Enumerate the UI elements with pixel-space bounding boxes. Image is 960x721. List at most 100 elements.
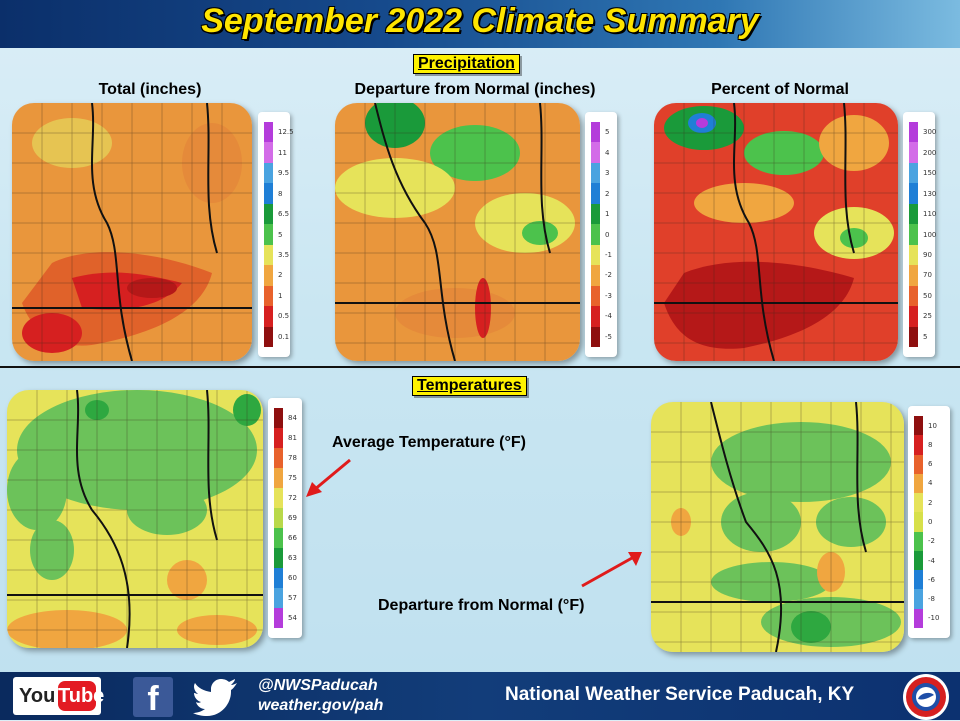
temp-departure-legend-color-swatch <box>914 435 923 455</box>
youtube-icon[interactable]: You Tube <box>13 677 104 715</box>
precip-total-legend-tick-label: 11 <box>278 148 287 157</box>
avg-temp-legend-color-swatch <box>274 408 283 428</box>
precip-total-legend-tick-label: 1 <box>278 291 283 300</box>
precip-percent-legend-color-swatch <box>909 326 918 347</box>
precip-departure-legend-tick-label: 1 <box>605 210 610 219</box>
precip-percent-legend-tick-label: 50 <box>923 291 932 300</box>
precip-percent-legend-color-swatch <box>909 122 918 143</box>
precip-total-legend-tick-label: 9.5 <box>278 169 290 178</box>
temp-departure-legend-color-swatch <box>914 493 923 513</box>
precip-percent-legend-tick-label: 130 <box>923 189 937 198</box>
temp-departure-legend-tick-label: -4 <box>928 556 935 565</box>
temp-departure-legend-tick-label: 2 <box>928 498 933 507</box>
precip-departure-legend-color-swatch <box>591 306 600 327</box>
avg-temp-legend-tick-label: 78 <box>288 454 297 462</box>
avg-temp-legend-color-swatch <box>274 448 283 468</box>
temp-departure-legend-tick-label: -10 <box>928 614 940 623</box>
precip-total-label: Total (inches) <box>98 81 202 98</box>
temp-departure-legend-color-swatch <box>914 531 923 551</box>
temp-departure-legend-tick-label: 6 <box>928 460 933 469</box>
precip-total-legend-color-swatch <box>264 285 273 307</box>
precip-departure-legend-color-swatch <box>591 326 600 347</box>
precip-percent-legend-tick-label: 25 <box>923 312 932 321</box>
precip-departure-legend-color-swatch <box>591 183 600 204</box>
precip-total-legend-tick-label: 3.5 <box>278 250 290 259</box>
precip-total-legend-color-swatch <box>264 122 273 143</box>
nws-seal-icon <box>903 674 949 720</box>
precip-percent-label: Percent of Normal <box>711 81 849 98</box>
temp-departure-legend-tick-label: 0 <box>928 518 933 526</box>
temperatures-section-label: Temperatures <box>412 376 527 396</box>
avg-temp-legend-tick-label: 66 <box>288 534 297 542</box>
avg-temp-legend-color-swatch <box>274 528 283 548</box>
temp-departure-legend-tick-label: -8 <box>928 595 935 604</box>
header-bar <box>0 0 960 48</box>
temp-departure-legend-color-swatch <box>914 416 923 436</box>
avg-temp-legend-color-swatch <box>274 548 283 568</box>
precip-total-legend-color-swatch <box>264 224 273 245</box>
section-divider <box>0 366 960 368</box>
temp-departure-legend-tick-label: -6 <box>928 575 935 584</box>
precip-percent-legend-color-swatch <box>909 142 918 163</box>
precip-total-legend-tick-label: 12.5 <box>278 128 294 137</box>
precip-departure-legend-tick-label: -5 <box>605 332 612 341</box>
precip-percent-legend-color-swatch <box>909 203 918 225</box>
twitter-handle[interactable]: @NWSPaducah <box>258 677 378 694</box>
avg-temp-legend-tick-label: 63 <box>288 554 297 562</box>
precip-percent-legend-color-swatch <box>909 183 918 204</box>
avg-temp-legend-tick-label: 75 <box>288 474 297 482</box>
precip-percent-legend-tick-label: 70 <box>923 271 932 280</box>
avg-temp-legend-tick-label: 57 <box>288 594 297 602</box>
precip-percent-legend: 300 200 150 130 110 100 90 70 50 25 5 <box>903 112 937 357</box>
precip-percent-legend-color-swatch <box>909 306 918 327</box>
precip-percent-legend-color-swatch <box>909 224 918 245</box>
temp-departure-map <box>651 402 904 652</box>
social-handle-block: @NWSPaducah weather.gov/pah <box>258 676 383 716</box>
avg-temp-annotation: Average Temperature (°F) <box>332 434 527 451</box>
precip-total-legend-color-swatch <box>264 162 273 184</box>
temp-departure-legend-tick-label: 10 <box>928 421 937 430</box>
avg-temp-legend-color-swatch <box>274 428 283 448</box>
avg-temp-legend-color-swatch <box>274 568 283 588</box>
avg-temp-arrow <box>306 458 351 497</box>
temp-departure-legend: 10 8 6 4 2 0 -2 -4 -6 -8 -10 <box>908 406 950 638</box>
avg-temp-legend-color-swatch <box>274 468 283 488</box>
precip-departure-legend-color-swatch <box>591 265 600 286</box>
precip-total-legend-color-swatch <box>264 326 273 347</box>
precip-departure-label: Departure from Normal (inches) <box>354 81 596 98</box>
precip-total-map <box>12 103 252 361</box>
precip-percent-legend-color-swatch <box>909 162 918 184</box>
temp-departure-legend-tick-label: -2 <box>928 537 935 546</box>
precip-departure-legend-color-swatch <box>591 203 600 225</box>
precip-total-legend-color-swatch <box>264 203 273 225</box>
precip-total-legend-tick-label: 6.5 <box>278 210 290 219</box>
precip-total-legend-color-swatch <box>264 244 273 266</box>
precip-total-legend-color-swatch <box>264 142 273 163</box>
twitter-icon[interactable] <box>193 678 239 716</box>
temp-departure-legend-color-swatch <box>914 608 923 628</box>
precip-percent-legend-tick-label: 100 <box>923 230 937 239</box>
precip-departure-legend-color-swatch <box>591 142 600 163</box>
avg-temp-legend-tick-label: 84 <box>288 414 297 422</box>
youtube-you-text: You <box>19 685 56 707</box>
precip-departure-legend-tick-label: -1 <box>605 250 612 259</box>
precip-total-legend-tick-label: 8 <box>278 189 283 198</box>
precip-departure-legend-tick-label: 3 <box>605 169 610 178</box>
precip-percent-legend-tick-label: 150 <box>923 169 937 178</box>
precip-percent-legend-tick-label: 300 <box>923 128 937 137</box>
facebook-icon[interactable]: f <box>133 677 173 718</box>
avg-temp-legend-tick-label: 69 <box>288 514 297 522</box>
temp-departure-annotation: Departure from Normal (°F) <box>378 597 585 614</box>
temp-departure-legend-color-swatch <box>914 550 923 571</box>
avg-temp-legend-tick-label: 72 <box>288 494 297 502</box>
precip-departure-legend-color-swatch <box>591 122 600 143</box>
precip-departure-legend-color-swatch <box>591 244 600 266</box>
avg-temp-legend-tick-label: 81 <box>288 434 297 442</box>
precip-total-legend-tick-label: 0.5 <box>278 312 290 321</box>
precip-departure-map <box>335 103 580 361</box>
precip-total-legend-color-swatch <box>264 183 273 204</box>
website-link[interactable]: weather.gov/pah <box>258 697 384 714</box>
precip-total-legend-tick-label: 2 <box>278 271 283 280</box>
youtube-tube-text: Tube <box>58 681 104 711</box>
avg-temp-legend: 84 81 78 75 72 69 66 63 60 57 54 <box>268 398 302 638</box>
